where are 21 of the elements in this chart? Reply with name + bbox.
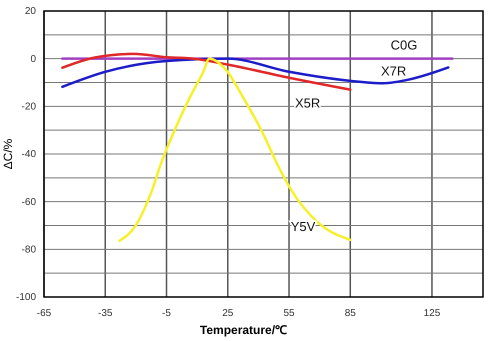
y-tick-label: -40 [22,149,36,160]
x-axis-title: Temperature/℃ [200,323,288,337]
y-tick-label: -100 [16,292,36,304]
x-tick-label: 85 [344,308,356,320]
x-tick-label: -35 [98,308,113,320]
line-series [61,52,352,91]
y-tick-label: 0 [30,54,36,65]
y-tick-label: -80 [22,244,36,256]
x-tick-label: -65 [36,308,52,320]
line-series [118,57,352,242]
x-tick-label: -5 [162,308,172,320]
series-label: C0G [390,38,418,53]
y-tick-label: -20 [22,102,36,113]
x-tick-label: 55 [283,308,296,320]
line-series [61,57,450,88]
series-label: X7R [380,63,406,78]
y-tick-label: -60 [22,196,36,208]
x-tick-label: 125 [424,308,441,320]
y-tick-label: 20 [24,6,36,18]
x-tick-label: 25 [222,308,234,320]
y-axis-title: ΔC/% [1,138,15,170]
